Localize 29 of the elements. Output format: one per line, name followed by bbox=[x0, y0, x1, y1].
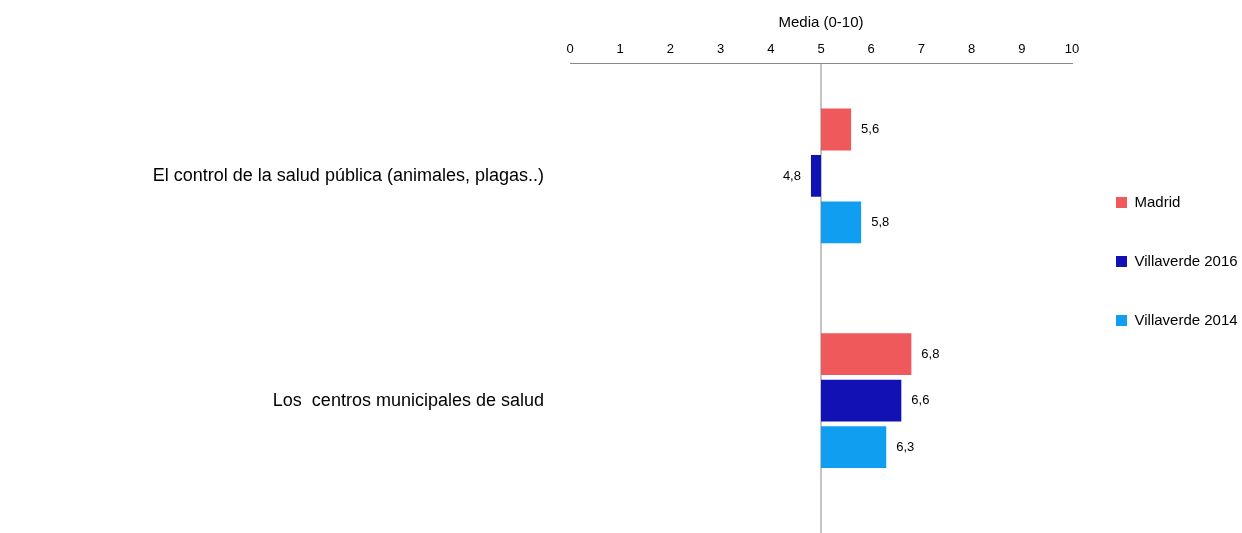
bar bbox=[810, 155, 821, 197]
bar bbox=[821, 426, 887, 468]
x-tick-label: 8 bbox=[967, 41, 976, 57]
data-label: 6,6 bbox=[911, 392, 930, 408]
data-label: 4,8 bbox=[782, 167, 801, 183]
legend-label: Madrid bbox=[1134, 192, 1181, 210]
y-tick-label: El control de la salud pública (animales, plagas..) bbox=[152, 164, 544, 185]
data-label: 5,6 bbox=[861, 121, 880, 137]
bar bbox=[821, 379, 902, 422]
data-label: 6,8 bbox=[921, 345, 940, 361]
legend-label: Villaverde 2014 bbox=[1134, 310, 1238, 328]
y-tick-label: Los centros municipales de salud bbox=[272, 389, 544, 410]
x-tick-label: 7 bbox=[917, 41, 926, 57]
legend-label: Villaverde 2016 bbox=[1134, 251, 1238, 269]
data-label: 6,3 bbox=[896, 438, 915, 454]
x-tick-label: 9 bbox=[1018, 41, 1026, 57]
data-label: 5,8 bbox=[871, 213, 890, 229]
x-tick-label: 2 bbox=[666, 41, 675, 57]
x-tick-label: 5 bbox=[817, 41, 825, 57]
bar bbox=[821, 333, 912, 376]
x-tick-label: 0 bbox=[566, 41, 574, 57]
x-tick-label: 1 bbox=[616, 41, 624, 57]
x-tick-label: 10 bbox=[1064, 41, 1080, 57]
x-axis-title: Media (0-10) bbox=[778, 13, 864, 31]
x-tick-label: 6 bbox=[867, 41, 875, 57]
bar bbox=[821, 201, 862, 244]
x-tick-label: 3 bbox=[716, 41, 725, 57]
x-tick-label: 4 bbox=[767, 41, 775, 57]
bar bbox=[821, 108, 852, 151]
